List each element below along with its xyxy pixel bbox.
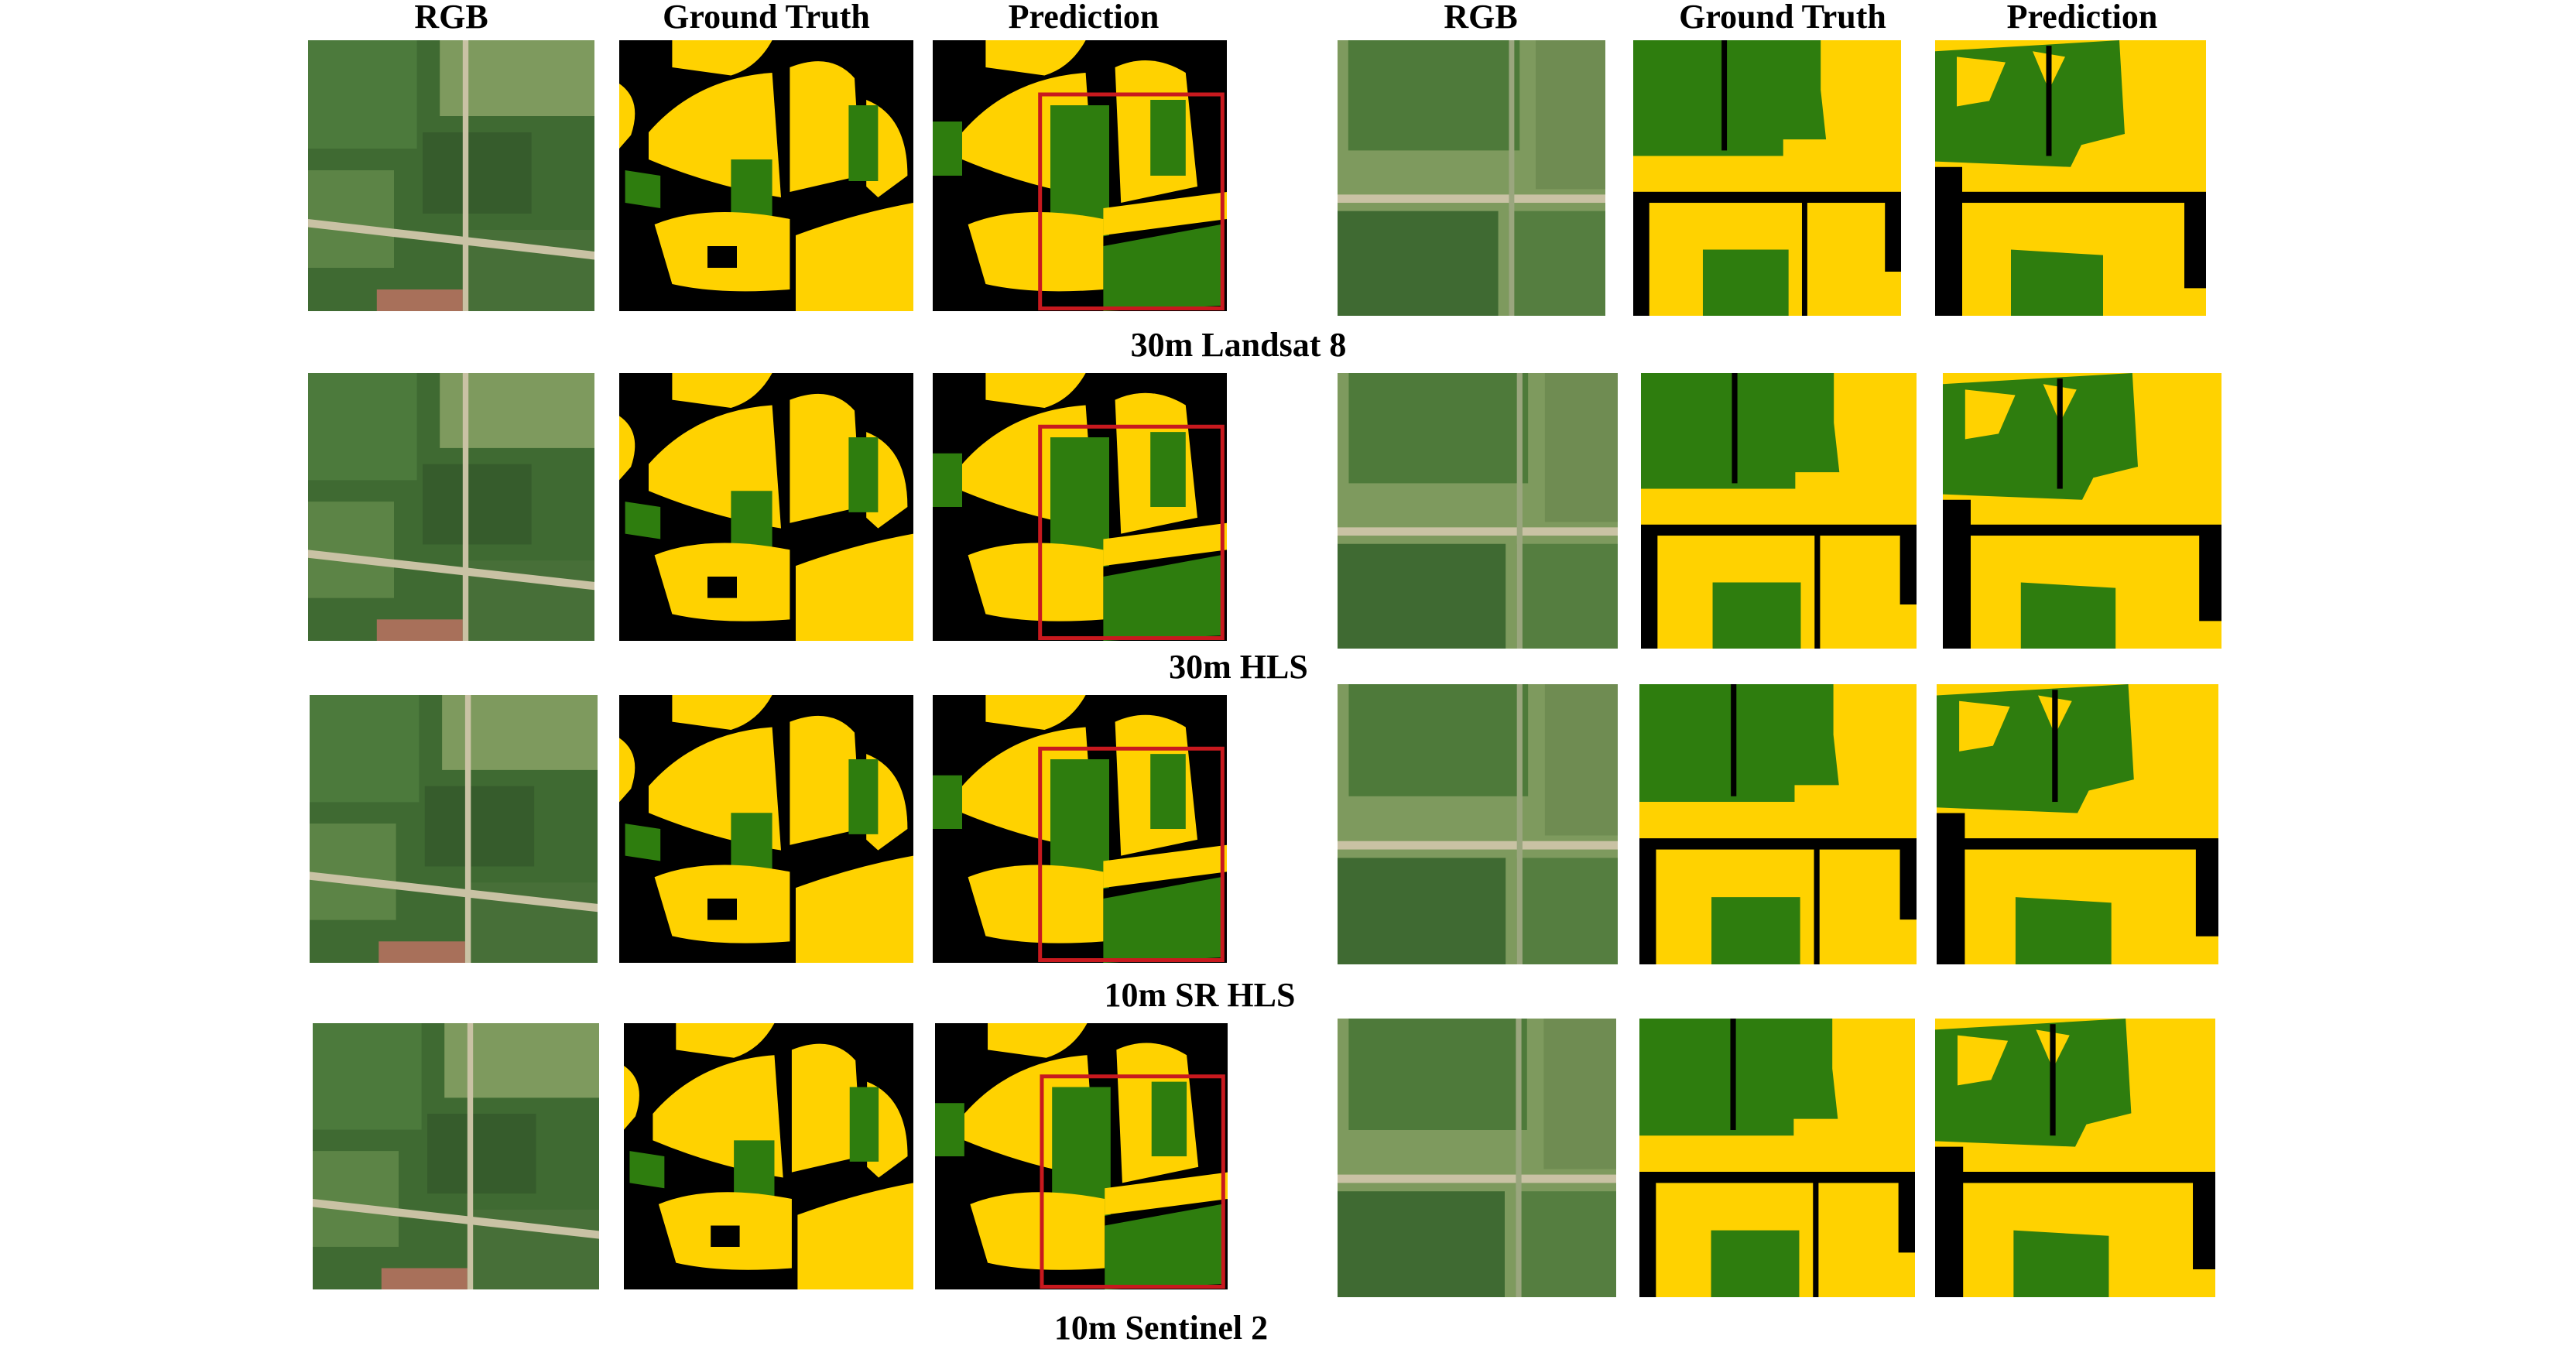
- pred2-graphic: [1943, 373, 2221, 649]
- rgb-image-right: [1338, 373, 1618, 649]
- ground-truth-map-right: [1639, 1019, 1915, 1297]
- ground-truth-map-left: [619, 40, 913, 311]
- highlight-box: [1040, 426, 1223, 638]
- rgb2-graphic: [1338, 1019, 1616, 1297]
- pred1-graphic: [933, 695, 1227, 963]
- rgb1-graphic: [310, 695, 598, 963]
- header-ground-truth-right: Ground Truth: [1679, 0, 1886, 36]
- rgb2-graphic: [1338, 40, 1605, 316]
- prediction-map-left: [933, 40, 1227, 311]
- prediction-map-left: [933, 373, 1227, 641]
- rgb2-graphic: [1338, 373, 1618, 649]
- gt1-graphic: [619, 695, 913, 963]
- highlight-box: [1042, 1077, 1223, 1287]
- header-rgb-right: RGB: [1444, 0, 1518, 36]
- header-prediction-right: Prediction: [2006, 0, 2158, 36]
- ground-truth-map-left: [624, 1023, 913, 1289]
- gt2-graphic: [1639, 684, 1917, 964]
- prediction-map-right: [1937, 684, 2218, 964]
- ground-truth-map-right: [1633, 40, 1901, 316]
- gt1-graphic: [624, 1023, 913, 1289]
- rgb1-graphic: [313, 1023, 599, 1289]
- rgb-image-right: [1338, 1019, 1616, 1297]
- prediction-map-right: [1935, 40, 2206, 316]
- rgb-image-left: [313, 1023, 599, 1289]
- row-label-sr-hls: 10m SR HLS: [1104, 976, 1296, 1014]
- rgb-image-left: [308, 373, 594, 641]
- rgb-image-left: [310, 695, 598, 963]
- pred2-graphic: [1935, 40, 2206, 316]
- header-ground-truth-left: Ground Truth: [663, 0, 870, 36]
- pred1-graphic: [935, 1023, 1228, 1289]
- prediction-map-right: [1935, 1019, 2215, 1297]
- pred2-graphic: [1935, 1019, 2215, 1297]
- prediction-map-left: [933, 695, 1227, 963]
- gt2-graphic: [1633, 40, 1901, 316]
- highlight-box: [1040, 94, 1223, 309]
- highlight-box: [1040, 748, 1223, 960]
- header-rgb-left: RGB: [414, 0, 488, 36]
- ground-truth-map-right: [1641, 373, 1917, 649]
- gt2-graphic: [1639, 1019, 1915, 1297]
- prediction-map-left: [935, 1023, 1228, 1289]
- pred1-graphic: [933, 373, 1227, 641]
- prediction-map-right: [1943, 373, 2221, 649]
- rgb1-graphic: [308, 40, 594, 311]
- ground-truth-map-left: [619, 695, 913, 963]
- rgb-image-left: [308, 40, 594, 311]
- rgb2-graphic: [1338, 684, 1618, 964]
- header-prediction-left: Prediction: [1008, 0, 1160, 36]
- gt1-graphic: [619, 373, 913, 641]
- ground-truth-map-left: [619, 373, 913, 641]
- pred1-graphic: [933, 40, 1227, 311]
- rgb-image-right: [1338, 40, 1605, 316]
- rgb1-graphic: [308, 373, 594, 641]
- row-label-sentinel2: 10m Sentinel 2: [1053, 1309, 1269, 1347]
- gt2-graphic: [1641, 373, 1917, 649]
- rgb-image-right: [1338, 684, 1618, 964]
- pred2-graphic: [1937, 684, 2218, 964]
- gt1-graphic: [619, 40, 913, 311]
- row-label-landsat8: 30m Landsat 8: [1130, 326, 1347, 364]
- row-label-hls: 30m HLS: [1169, 648, 1308, 686]
- ground-truth-map-right: [1639, 684, 1917, 964]
